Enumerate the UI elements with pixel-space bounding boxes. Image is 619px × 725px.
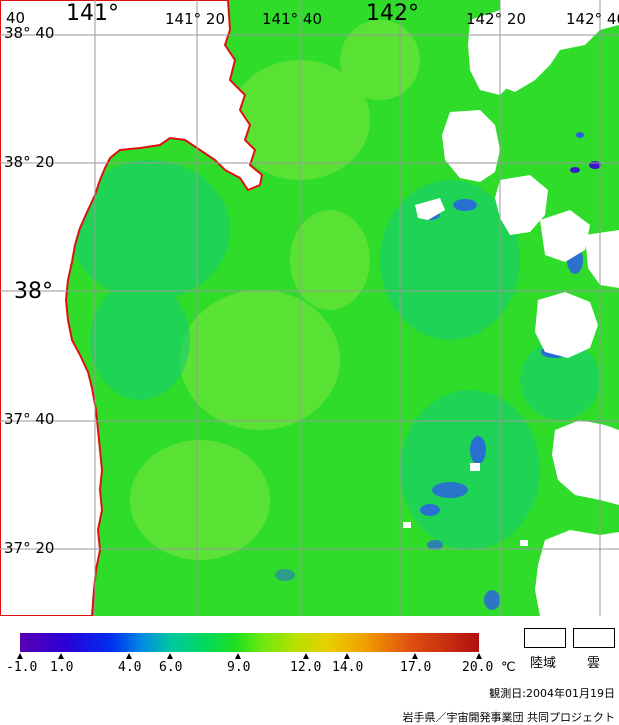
map-canvas	[0, 0, 619, 616]
tick-label: 14.0	[332, 660, 364, 675]
lon-label-142: 142°	[366, 1, 419, 26]
tick-label: 6.0	[159, 660, 183, 675]
land-swatch	[524, 628, 566, 648]
observation-date: 観測日:2004年01月19日	[489, 687, 615, 700]
lat-lon-grid	[0, 0, 619, 616]
tick-marker	[235, 653, 241, 659]
tick-marker	[126, 653, 132, 659]
tick-marker	[303, 653, 309, 659]
lon-label-141-40: 141° 40	[262, 10, 322, 28]
lat-label-38: 38°	[14, 279, 53, 304]
unit-label: ℃	[501, 660, 516, 675]
tick-label: 4.0	[118, 660, 142, 675]
tick-label: 1.0	[50, 660, 74, 675]
cloud-swatch	[573, 628, 615, 648]
tick-marker	[17, 653, 23, 659]
lat-label-37-20: 37° 20	[4, 539, 55, 557]
color-scale-bar	[20, 633, 479, 652]
lon-label-141: 141°	[66, 1, 119, 26]
cloud-label: 雲	[587, 656, 601, 671]
tick-marker	[58, 653, 64, 659]
tick-marker	[476, 653, 482, 659]
tick-label: 12.0	[290, 660, 322, 675]
lat-label-38-40: 38° 40	[4, 24, 55, 42]
lon-label-142-20: 142° 20	[466, 10, 526, 28]
tick-label: 9.0	[227, 660, 251, 675]
lat-label-38-20: 38° 20	[4, 153, 55, 171]
lat-label-37-40: 37° 40	[4, 410, 55, 428]
sea-surface-temperature-map: 40 141° 141° 20 141° 40 142° 142° 20 142…	[0, 0, 619, 616]
lon-label-corner: 40	[6, 9, 26, 27]
tick-marker	[412, 653, 418, 659]
tick-label: 17.0	[400, 660, 432, 675]
cloud-areas	[403, 0, 619, 616]
tick-label: 20.0	[462, 660, 494, 675]
tick-label: -1.0	[6, 660, 38, 675]
land-area	[0, 0, 264, 616]
land-label: 陸域	[530, 656, 557, 671]
project-credit: 岩手県／宇宙開発事業団 共同プロジェクト	[402, 711, 616, 724]
tick-marker	[167, 653, 173, 659]
temperature-legend: -1.0 1.0 4.0 6.0 9.0 12.0 14.0 17.0 20.0…	[0, 616, 619, 725]
lon-label-141-20: 141° 20	[165, 10, 225, 28]
tick-marker	[344, 653, 350, 659]
lon-label-142-40: 142° 40	[566, 10, 619, 28]
